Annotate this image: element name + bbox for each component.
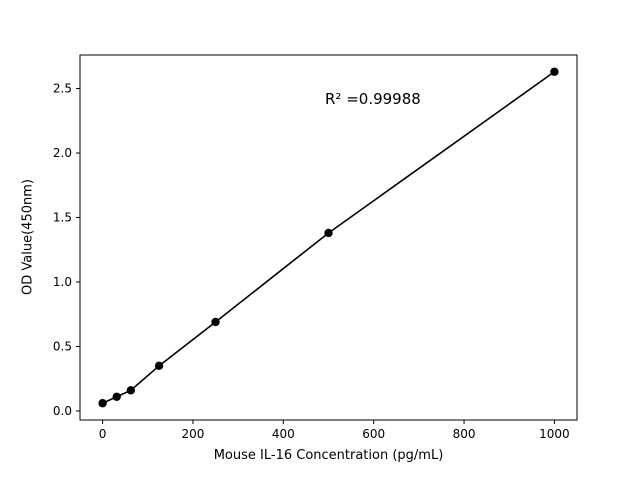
r-squared-annotation: R² =0.99988	[325, 90, 421, 108]
y-tick-label: 2.0	[53, 146, 72, 160]
data-point	[98, 399, 107, 408]
y-tick-label: 2.5	[53, 82, 72, 96]
y-tick-label: 0.0	[53, 404, 72, 418]
y-tick-label: 1.0	[53, 275, 72, 289]
data-point	[154, 361, 164, 371]
x-tick-label: 600	[362, 427, 385, 441]
y-tick-label: 0.5	[53, 339, 72, 353]
x-tick-label: 400	[272, 427, 295, 441]
x-tick-label: 200	[182, 427, 205, 441]
plot-frame	[79, 54, 578, 421]
data-point	[126, 386, 136, 395]
x-tick-label: 800	[453, 427, 476, 441]
data-point	[550, 67, 559, 76]
fit-line	[102, 71, 555, 404]
x-axis-label: Mouse IL-16 Concentration (pg/mL)	[213, 448, 444, 463]
data-point	[324, 228, 333, 238]
data-point	[112, 392, 121, 401]
x-tick-label: 0	[99, 427, 107, 441]
y-tick-label: 1.5	[53, 211, 72, 225]
data-point	[211, 317, 220, 327]
y-axis-label: OD Value(450nm)	[20, 179, 36, 295]
x-tick-label: 1000	[539, 427, 570, 441]
